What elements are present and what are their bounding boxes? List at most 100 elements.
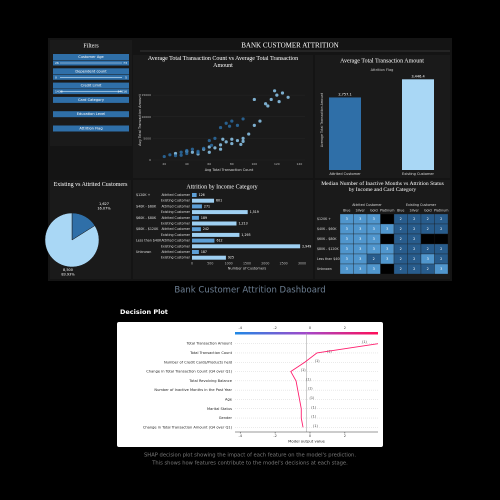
x-tick-label: 140 <box>297 162 303 166</box>
cell-label: 2 <box>400 217 402 221</box>
scatter-point <box>207 145 211 149</box>
column-label: Gold <box>424 209 432 213</box>
y-axis-label: Avg Total Transaction Amount <box>138 93 142 145</box>
value-label: 187 <box>201 250 207 254</box>
column-label: Blue <box>397 209 404 213</box>
feature-label: Total Transaction Amount <box>186 342 233 346</box>
cell-label: 2 <box>413 217 415 221</box>
hbar-panel <box>133 180 313 279</box>
scatter-point <box>241 136 245 140</box>
y-tick-label: 15000 <box>141 93 151 97</box>
x-tick-label: 40 <box>185 162 189 166</box>
cell-label: 3 <box>346 217 348 221</box>
bar <box>192 238 215 243</box>
cell-label: 3 <box>346 257 348 261</box>
series-label: Existing Customer <box>161 233 191 237</box>
series-label: Attrited Customer <box>161 204 190 208</box>
slider-min: 0 <box>55 75 57 79</box>
scatter-point <box>263 102 268 106</box>
scatter-point <box>230 119 234 123</box>
feature-label: Total Revolving Balance <box>188 379 232 383</box>
chart-title: Median Number of Inactive Months vs Attr… <box>321 181 444 194</box>
scatter-point <box>266 104 270 108</box>
value-label: 925 <box>228 256 234 260</box>
feature-label: Number of Credit Cards/Products held <box>164 360 232 364</box>
x-tick-label: 1000 <box>225 261 233 265</box>
cell-label: 2 <box>427 267 429 271</box>
cell-label: 2 <box>413 267 415 271</box>
filter-header <box>53 82 129 89</box>
scatter-point <box>277 100 281 104</box>
column-label: Gold <box>370 209 378 213</box>
heat-cell <box>380 233 395 245</box>
x-axis-label: Model output value <box>288 439 325 444</box>
x-axis-label: Avg Total Transaction Count <box>205 168 254 172</box>
feature-value: (1) <box>311 405 316 409</box>
cell-label: 2 <box>413 247 415 251</box>
column-label: Blue <box>343 209 350 213</box>
heat-cell <box>420 233 435 245</box>
scatter-point <box>213 146 217 150</box>
bar <box>192 210 248 215</box>
scatter-point <box>179 150 183 154</box>
feature-value: (1) <box>301 368 306 372</box>
category-label: Less than $40K <box>136 239 162 243</box>
slice-percent-label: 83.93% <box>61 273 75 277</box>
x-tick-label: 0 <box>309 326 311 330</box>
feature-label: Total Transaction Count <box>189 351 232 355</box>
bar <box>192 204 202 209</box>
scatter-point <box>218 125 223 130</box>
series-label: Attrited Customer <box>161 216 190 220</box>
value-label: 1,213 <box>238 222 247 226</box>
filter-label: Attrition Flag <box>79 127 102 131</box>
slider-min: 26 <box>55 61 59 65</box>
cell-label: 2 <box>400 237 402 241</box>
value-label: 601 <box>216 199 222 203</box>
series-label: Existing Customer <box>161 199 191 203</box>
chart-title: Average Total Transaction Count vs Avera… <box>147 56 299 69</box>
scatter-point <box>221 137 225 141</box>
bar <box>192 198 215 203</box>
cell-label: 2 <box>413 227 415 231</box>
caption-line: This shows how features contribute to th… <box>151 461 348 467</box>
x-tick-label: 2000 <box>261 261 269 265</box>
cell-label: 2 <box>373 257 375 261</box>
value-label: 1,293 <box>241 233 250 237</box>
pie-slice <box>44 212 100 268</box>
heat-cell <box>380 263 395 275</box>
cell-label: 3 <box>386 227 388 231</box>
cell-label: 3 <box>359 247 361 251</box>
column-label: Silver <box>356 209 366 213</box>
value-label: 612 <box>216 239 222 243</box>
scatter-point <box>190 150 195 154</box>
filter-header <box>53 111 129 118</box>
scatter-point <box>247 132 251 136</box>
category-label: Attrited Customer <box>329 172 361 176</box>
bar <box>192 244 301 249</box>
scatter-point <box>273 89 277 93</box>
bar <box>192 215 199 220</box>
scatter-point <box>230 141 234 146</box>
scatter-point <box>190 147 195 151</box>
series-label: Attrited Customer <box>161 250 190 254</box>
group-label: Existing Customer <box>406 203 437 207</box>
feature-label: Age <box>225 397 233 401</box>
footer: Bank Customer Attrition Dashboard <box>174 286 325 296</box>
y-tick-label: 5000 <box>143 136 151 140</box>
section-title: Decision Plot <box>120 308 168 316</box>
y-tick-label: 0 <box>149 158 151 162</box>
cell-label: 3 <box>373 217 375 221</box>
caption-line: SHAP decision plot showing the impact of… <box>144 453 356 459</box>
chart-title-box: Existing vs Attrited Customers <box>54 182 128 188</box>
value-label: 1,519 <box>250 210 259 214</box>
filter-label: Credit Limit <box>81 84 102 88</box>
cell-label: 3 <box>427 257 429 261</box>
cell-label: 2 <box>440 247 442 251</box>
slice-value-label: 8,500 <box>63 268 73 272</box>
scatter-point <box>162 154 166 159</box>
category-label: $80K - $120K <box>136 227 159 231</box>
slider-max: 73 <box>123 61 127 65</box>
dashboard-title: BANK CUSTOMER ATTRITION <box>241 42 339 50</box>
chart-title: Average Total Transaction Amount <box>340 58 424 64</box>
value-label: 271 <box>204 204 210 208</box>
